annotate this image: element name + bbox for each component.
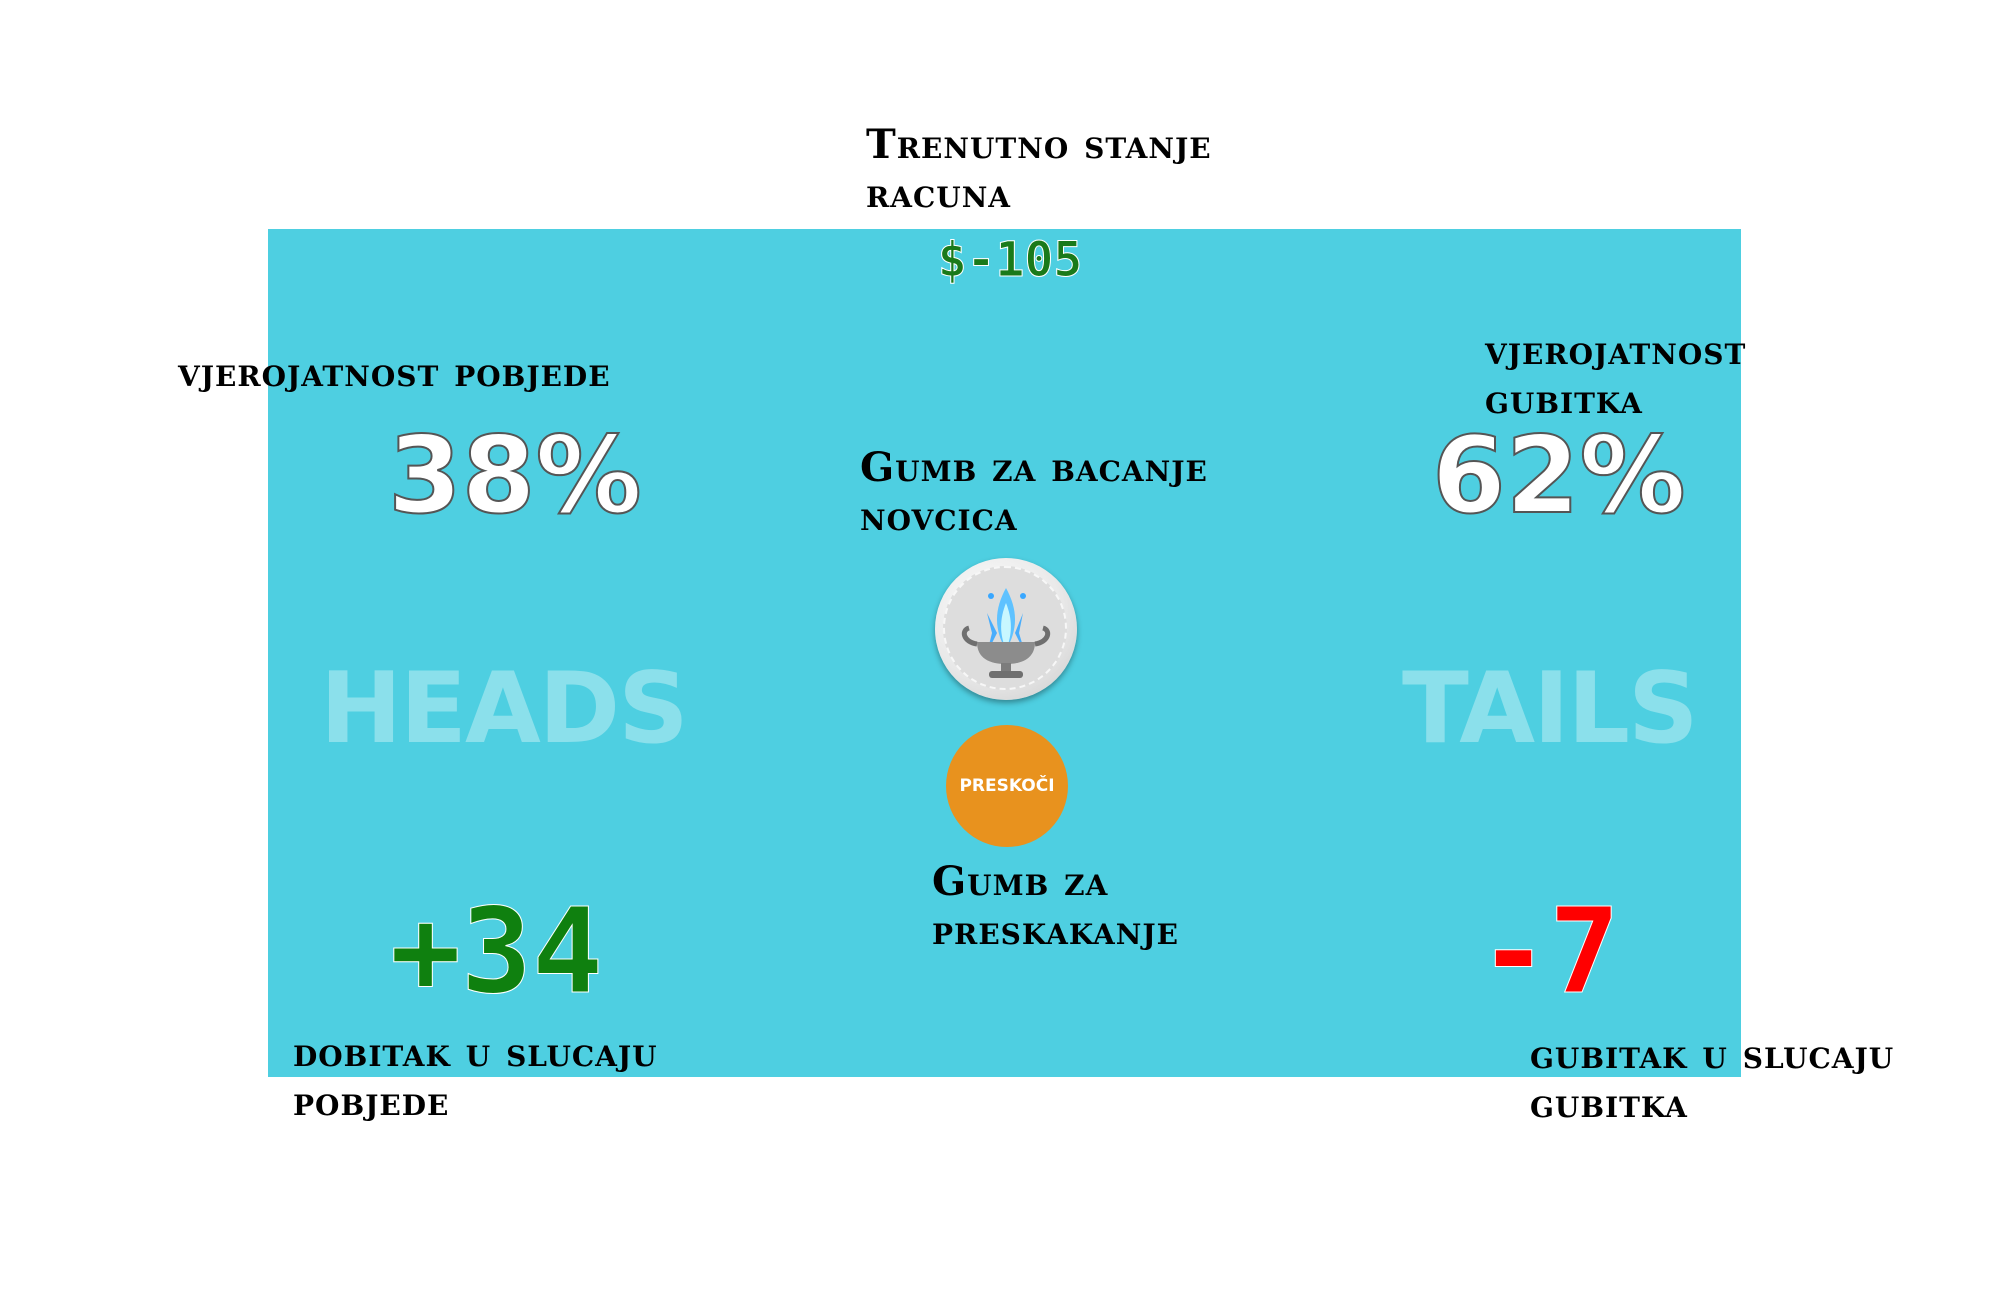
loss-value: -7	[1477, 882, 1621, 1020]
loss-annotation: gubitak u slucaju gubitka	[1530, 1031, 1895, 1127]
balance-value: $-105	[937, 232, 1083, 289]
balance-annotation: Trenutno stanje racuna	[866, 121, 1212, 217]
coin-button-annotation: Gumb za bacanje novcica	[860, 444, 1208, 540]
win-probability-value: 38%	[387, 414, 643, 537]
coin-flip-button[interactable]	[935, 558, 1077, 700]
heads-label: HEADS	[320, 652, 689, 766]
skip-button-label: PRESKOČI	[959, 776, 1055, 796]
tails-label: TAILS	[1402, 652, 1699, 766]
win-probability-annotation: vjerojatnost pobjede	[178, 349, 611, 396]
loss-probability-annotation: vjerojatnost gubitka	[1485, 327, 1747, 423]
loss-probability-value: 62%	[1431, 414, 1687, 537]
skip-button[interactable]: PRESKOČI	[946, 725, 1068, 847]
gain-annotation: dobitak u slucaju pobjede	[293, 1029, 658, 1125]
coin-fire-urn-icon	[961, 588, 1051, 678]
gain-value: +34	[389, 882, 604, 1020]
skip-button-annotation: Gumb za preskakanje	[932, 858, 1179, 954]
